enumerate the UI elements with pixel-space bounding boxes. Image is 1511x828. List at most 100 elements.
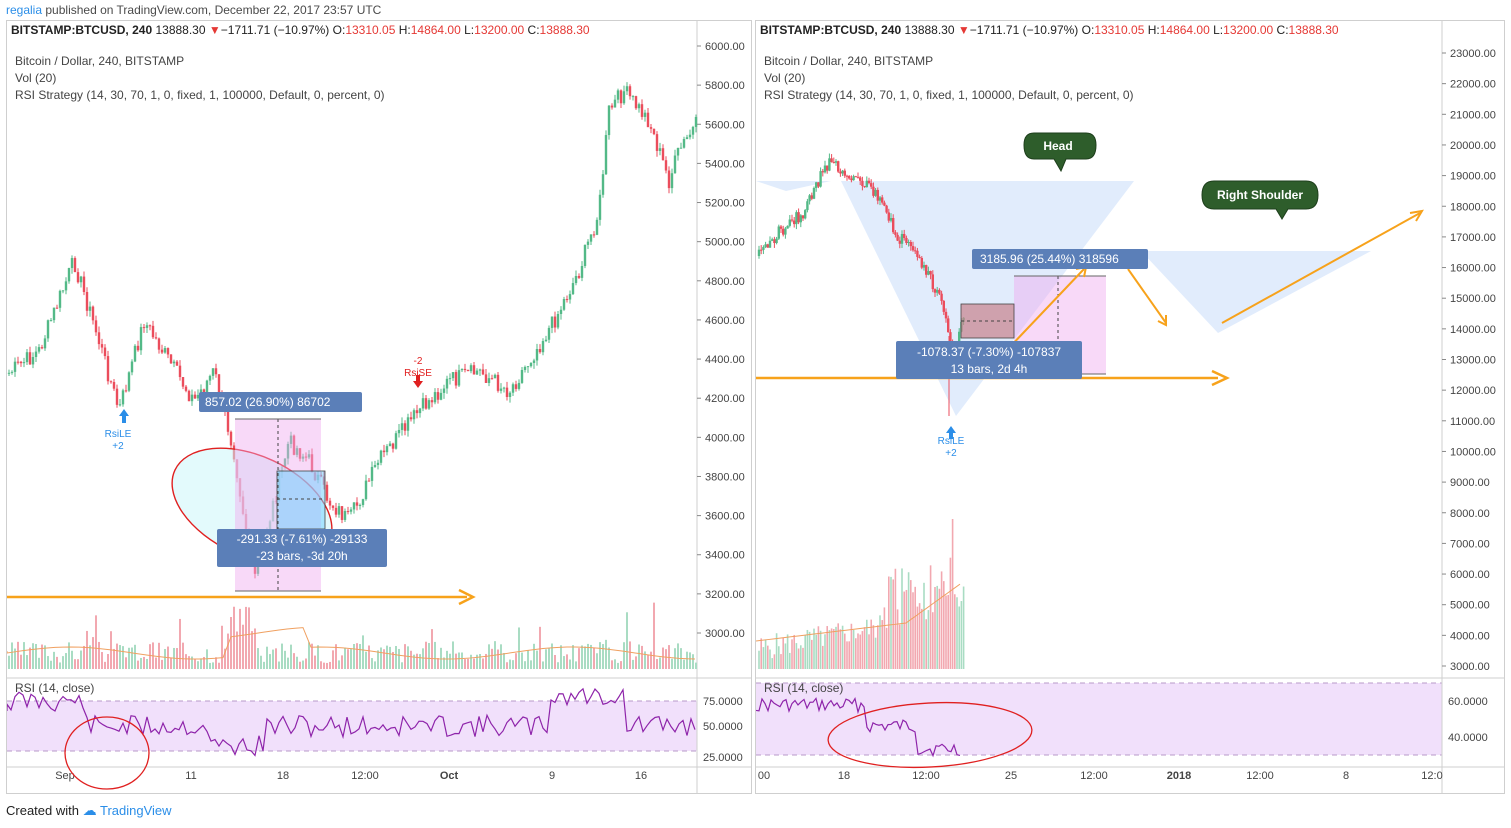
price-tick-label: 4000.00 (705, 432, 745, 444)
candle (521, 370, 523, 383)
candle (808, 195, 810, 201)
candle (683, 139, 685, 148)
candle (623, 91, 625, 103)
volume-bar (952, 519, 954, 669)
tradingview-logo-icon[interactable]: ☁ (83, 802, 97, 818)
volume-bar (155, 658, 157, 669)
candle (392, 444, 394, 449)
volume-bar (954, 594, 956, 669)
right-shoulder-callout-text: Right Shoulder (1217, 188, 1303, 202)
candle (813, 188, 815, 199)
volume-bar (833, 629, 835, 669)
volume-bar (137, 661, 139, 669)
candle (927, 271, 929, 275)
volume-bar (760, 638, 762, 669)
volume-bar (158, 643, 160, 669)
volume-bar (251, 631, 253, 669)
candle (338, 506, 340, 515)
right-chart-panel[interactable]: BITSTAMP:BTCUSD, 240 13888.30 ▼−1711.71 … (755, 20, 1505, 794)
volume-bar (242, 625, 244, 669)
volume-bar (599, 642, 601, 669)
candle (773, 239, 775, 243)
long-entry-qty: +2 (945, 448, 957, 459)
candle (587, 242, 589, 245)
position-label-top-text: 857.02 (26.90%) 86702 (205, 395, 331, 409)
candle (914, 250, 916, 251)
volume-bar (662, 648, 664, 669)
volume-bar (272, 650, 274, 669)
volume-bar (835, 627, 837, 669)
candle (632, 96, 634, 97)
candle (874, 190, 876, 196)
candle (578, 276, 580, 278)
candle (647, 113, 649, 127)
candle (903, 234, 905, 238)
candle (500, 389, 502, 391)
volume-bar (862, 631, 864, 669)
candle (191, 395, 193, 402)
volume-bar (584, 646, 586, 669)
volume-bar (233, 607, 235, 669)
left-chart-canvas[interactable]: 6000.00 5800.00 5600.00 5400.00 5200.00 5000.… (7, 21, 751, 793)
price-tick-label: 23000.00 (1450, 48, 1496, 60)
volume-bar (116, 644, 118, 669)
tradingview-link[interactable]: TradingView (100, 803, 172, 818)
time-tick-label: 9 (549, 770, 555, 782)
volume-bar (248, 607, 250, 669)
author-link[interactable]: regalia (6, 3, 42, 17)
candle (209, 376, 211, 381)
volume-bar (185, 654, 187, 669)
volume-bar (308, 642, 310, 669)
volume-bar (524, 661, 526, 669)
candle (98, 332, 100, 344)
candle (371, 467, 373, 481)
candle (74, 258, 76, 272)
candle (857, 177, 859, 178)
volume-bar (807, 630, 809, 669)
volume-bar (188, 656, 190, 669)
volume-bar (542, 661, 544, 669)
candle (758, 250, 760, 256)
volume-bar (20, 655, 22, 669)
candle (80, 277, 82, 283)
price-tick-label: 3600.00 (705, 511, 745, 523)
candle (29, 352, 31, 364)
candle (533, 360, 535, 363)
volume-bar (936, 586, 938, 669)
position-label-bottom-line1: -291.33 (-7.61%) -29133 (237, 532, 368, 546)
volume-bar (488, 644, 490, 669)
candle (443, 389, 445, 393)
candle (116, 389, 118, 405)
candle (665, 160, 667, 170)
volume-bar (434, 642, 436, 669)
right-chart-canvas[interactable]: 23000.00 22000.00 21000.00 20000.00 19000.00… (756, 21, 1504, 793)
candle (822, 171, 824, 172)
candle (855, 176, 857, 177)
volume-bar (581, 645, 583, 669)
volume-bar (170, 658, 172, 669)
volume-bar (789, 653, 791, 669)
candle (575, 276, 577, 283)
candle (923, 265, 925, 268)
candle (778, 226, 780, 238)
volume-bar (326, 663, 328, 669)
volume-bar (671, 659, 673, 669)
volume-bar (923, 583, 925, 669)
candle (332, 506, 334, 508)
candle (164, 348, 166, 353)
candle (185, 387, 187, 391)
volume-bar (284, 651, 286, 669)
volume-bar (143, 657, 145, 669)
candle (86, 292, 88, 311)
candle (548, 328, 550, 340)
volume-bar (464, 659, 466, 669)
volume-bar (287, 658, 289, 669)
price-tick-label: 21000.00 (1450, 109, 1496, 121)
candle (791, 220, 793, 221)
left-chart-panel[interactable]: BITSTAMP:BTCUSD, 240 13888.30 ▼−1711.71 … (6, 20, 752, 794)
candle (350, 509, 352, 511)
candle (32, 357, 34, 364)
candle (383, 451, 385, 452)
candle (934, 289, 936, 293)
volume-bar (641, 646, 643, 669)
